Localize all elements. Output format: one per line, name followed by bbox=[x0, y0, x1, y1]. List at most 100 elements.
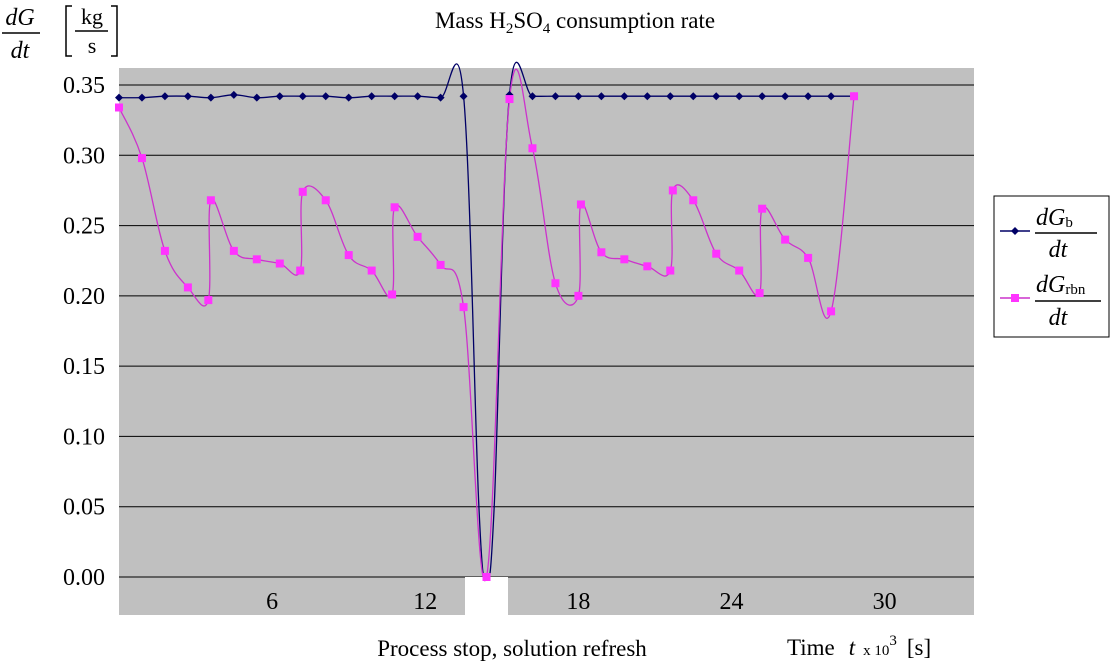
point-dGrbn bbox=[459, 303, 468, 312]
y-axis-label: dG dt kg s bbox=[2, 4, 118, 64]
x-tick-label: 24 bbox=[720, 589, 744, 615]
y-tick-label: 0.20 bbox=[63, 284, 105, 310]
plot-area bbox=[119, 68, 974, 615]
point-dGb bbox=[712, 92, 721, 101]
point-dGb bbox=[666, 92, 675, 101]
y-tick-label: 0.25 bbox=[63, 214, 105, 240]
y-label-denominator: dt bbox=[11, 38, 31, 64]
y-unit-denominator: s bbox=[88, 33, 97, 58]
point-dGrbn bbox=[755, 289, 764, 298]
y-unit-numerator: kg bbox=[81, 4, 103, 29]
point-dGb bbox=[758, 92, 767, 101]
y-tick-label: 0.15 bbox=[63, 354, 105, 380]
point-dGrbn bbox=[388, 290, 397, 299]
point-dGb bbox=[459, 92, 468, 101]
point-dGrbn bbox=[712, 249, 721, 258]
y-tick-label: 0.05 bbox=[63, 495, 105, 521]
point-dGrbn bbox=[781, 235, 790, 244]
legend-box bbox=[993, 195, 1110, 338]
point-dGrbn bbox=[390, 203, 399, 212]
y-unit-right-bracket bbox=[111, 5, 118, 57]
x-tick-label: 18 bbox=[566, 589, 590, 615]
y-tick-label: 0.10 bbox=[63, 424, 105, 450]
point-dGb bbox=[160, 92, 169, 101]
point-dGrbn bbox=[735, 266, 744, 275]
point-dGrbn bbox=[482, 573, 491, 581]
point-dGrbn bbox=[666, 266, 675, 275]
process-stop-gap bbox=[465, 577, 508, 617]
point-dGrbn bbox=[436, 260, 445, 269]
point-dGrbn bbox=[229, 246, 238, 255]
point-dGb bbox=[183, 92, 192, 101]
point-dGb bbox=[436, 93, 445, 102]
point-dGb bbox=[735, 92, 744, 101]
point-dGb bbox=[115, 93, 123, 102]
point-dGrbn bbox=[296, 266, 305, 275]
point-dGb bbox=[390, 92, 399, 101]
point-dGrbn bbox=[758, 204, 767, 213]
point-dGb bbox=[298, 92, 307, 101]
point-dGrbn bbox=[183, 283, 192, 292]
legend-square-icon bbox=[1011, 294, 1019, 302]
point-dGrbn bbox=[344, 251, 353, 260]
point-dGrbn bbox=[668, 186, 677, 195]
point-dGb bbox=[804, 92, 813, 101]
point-dGb bbox=[413, 92, 422, 101]
point-dGrbn bbox=[643, 262, 652, 271]
point-dGb bbox=[206, 93, 215, 102]
point-dGrbn bbox=[160, 246, 169, 255]
point-dGrbn bbox=[321, 196, 330, 205]
legend-entry-dGrbn: dGrbn dt bbox=[1000, 272, 1101, 331]
point-dGb bbox=[689, 92, 698, 101]
point-dGb bbox=[528, 92, 537, 101]
point-dGb bbox=[275, 92, 284, 101]
point-dGrbn bbox=[804, 253, 813, 262]
y-unit-left-bracket bbox=[65, 5, 72, 57]
legend-dGb-numerator: dGb bbox=[1036, 205, 1073, 231]
point-dGrbn bbox=[115, 103, 123, 112]
point-dGrbn bbox=[597, 248, 606, 257]
chart-title: Mass H2SO4 consumption rate bbox=[435, 8, 715, 37]
point-dGrbn bbox=[576, 200, 585, 209]
point-dGb bbox=[574, 92, 583, 101]
point-dGrbn bbox=[206, 196, 215, 205]
y-label-numerator: dG bbox=[5, 5, 34, 31]
point-dGrbn bbox=[367, 266, 376, 275]
legend: dGb dt dGrbn dt bbox=[993, 195, 1110, 338]
point-dGrbn bbox=[620, 255, 629, 264]
point-dGrbn bbox=[298, 187, 307, 196]
x-tick-label: 12 bbox=[413, 589, 437, 615]
point-dGb bbox=[321, 92, 330, 101]
gridlines bbox=[119, 84, 974, 578]
point-dGb bbox=[551, 92, 560, 101]
y-tick-labels: 0.00 0.05 0.10 0.15 0.20 0.25 0.30 0.35 bbox=[63, 73, 105, 591]
point-dGrbn bbox=[850, 92, 859, 101]
annotation-process-stop: Process stop, solution refresh bbox=[377, 636, 647, 661]
point-dGrbn bbox=[413, 232, 422, 241]
point-dGrbn bbox=[275, 259, 284, 268]
point-dGb bbox=[643, 92, 652, 101]
legend-dGb-denominator: dt bbox=[1049, 237, 1069, 263]
y-tick-label: 0.35 bbox=[63, 73, 105, 99]
legend-diamond-icon bbox=[1011, 227, 1019, 235]
series-markers bbox=[115, 90, 859, 581]
point-dGrbn bbox=[689, 196, 698, 205]
legend-entry-dGb: dGb dt bbox=[1000, 205, 1097, 263]
legend-dGrbn-denominator: dt bbox=[1049, 305, 1069, 331]
point-dGb bbox=[827, 92, 836, 101]
point-dGb bbox=[344, 93, 353, 102]
y-tick-label: 0.30 bbox=[63, 143, 105, 169]
y-tick-label: 0.00 bbox=[63, 565, 105, 591]
point-dGrbn bbox=[252, 255, 261, 264]
point-dGrbn bbox=[505, 95, 514, 104]
x-tick-labels: 6 12 18 24 30 bbox=[266, 589, 897, 615]
point-dGrbn bbox=[827, 307, 836, 316]
point-dGrbn bbox=[528, 144, 537, 153]
point-dGrbn bbox=[137, 154, 146, 163]
point-dGrbn bbox=[574, 291, 583, 300]
point-dGb bbox=[137, 93, 146, 102]
x-tick-label: 30 bbox=[873, 589, 897, 615]
point-dGb bbox=[229, 90, 238, 99]
point-dGb bbox=[620, 92, 629, 101]
point-dGb bbox=[367, 92, 376, 101]
